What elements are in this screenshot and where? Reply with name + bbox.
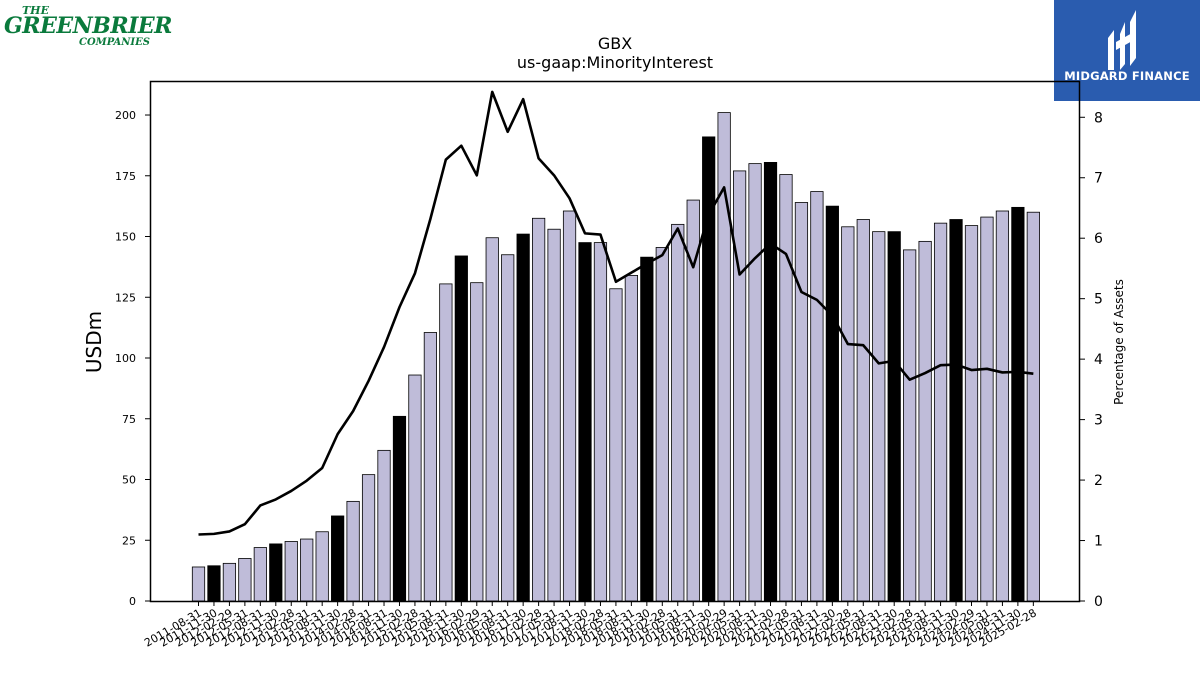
bar: [933, 222, 948, 602]
plot-frame: [149, 80, 1081, 603]
y-tick-label: 50: [122, 474, 136, 487]
logo-brand-name: MIDGARD FINANCE: [1064, 69, 1190, 83]
greenbrier-logo: THE GREENBRIER COMPANIES: [4, 4, 172, 50]
bar: [516, 233, 530, 602]
bar: [980, 216, 994, 602]
y-tick-label: 175: [115, 170, 136, 183]
bar: [717, 112, 731, 602]
bar: [222, 562, 237, 602]
bar: [964, 225, 979, 602]
logo-line-2: GREENBRIER: [4, 13, 172, 39]
y2-tick-label: 1: [1094, 534, 1103, 550]
bar: [949, 219, 963, 602]
bar: [300, 538, 314, 602]
x-axis: 2011-08-312011-11-302012-02-292012-05-31…: [142, 601, 1039, 650]
logo-line-3: COMPANIES: [79, 37, 150, 48]
y-tick-label: 25: [122, 534, 136, 547]
bar: [655, 247, 669, 602]
bar: [887, 231, 901, 602]
bar: [748, 163, 762, 602]
bar: [903, 249, 917, 602]
y2-tick-label: 2: [1094, 473, 1103, 489]
bar: [1011, 206, 1025, 602]
y2-tick-label: 0: [1094, 594, 1103, 610]
chart-title: GBX: [598, 34, 632, 53]
bar: [454, 255, 468, 602]
bar: [501, 254, 515, 602]
bar: [269, 543, 283, 602]
y2-tick-label: 5: [1094, 292, 1103, 308]
bar: [377, 449, 391, 602]
y-axis-label: USDm: [82, 311, 106, 373]
bar: [439, 283, 453, 602]
bar: [547, 228, 561, 602]
y-tick-label: 0: [129, 595, 136, 608]
chart-subtitle: us-gaap:MinorityInterest: [517, 53, 713, 72]
bar: [825, 205, 839, 602]
bar: [686, 199, 700, 602]
bar: [423, 332, 438, 602]
y-axis-left: 0 25 50 75 100 125 150 175 200: [115, 109, 150, 608]
bar: [1026, 211, 1040, 602]
bar: [763, 161, 778, 602]
bar: [253, 547, 267, 602]
bar: [562, 210, 577, 602]
y2-tick-label: 4: [1094, 352, 1103, 368]
bar: [346, 500, 360, 602]
bar: [191, 566, 206, 602]
bar: [284, 541, 298, 602]
bar: [593, 242, 608, 602]
bar: [733, 170, 747, 602]
bar: [810, 191, 824, 602]
bar: [207, 565, 221, 602]
bar: [624, 274, 638, 602]
bar: [640, 256, 654, 602]
bar-series: [191, 112, 1040, 602]
bar: [315, 531, 329, 602]
percent-assets-line: [198, 90, 1034, 536]
midgard-finance-logo: MIDGARD FINANCE: [1054, 0, 1200, 101]
bar: [841, 226, 855, 602]
midgard-emblem-icon: [1108, 10, 1136, 70]
bar: [779, 174, 793, 602]
y2-tick-label: 8: [1094, 110, 1103, 126]
y-tick-label: 125: [115, 291, 136, 304]
y-tick-label: 150: [115, 231, 136, 244]
bar: [392, 415, 407, 602]
bar: [609, 288, 623, 602]
bar: [238, 558, 252, 602]
bar: [470, 282, 484, 602]
y-tick-label: 200: [115, 109, 136, 122]
bar: [331, 515, 345, 602]
y2-tick-label: 3: [1094, 413, 1103, 429]
bar: [671, 223, 685, 602]
bar: [995, 210, 1010, 602]
y2-tick-label: 7: [1094, 171, 1103, 187]
y-axis-right: 0 1 2 3 4 5 6 7 8: [1080, 110, 1103, 610]
y-tick-label: 75: [122, 413, 136, 426]
bar: [485, 237, 499, 602]
y2-axis-label: Percentage of Assets: [1112, 279, 1126, 405]
logo-line-1: THE: [22, 4, 49, 17]
bar: [532, 217, 546, 602]
bar: [918, 240, 932, 602]
bar: [578, 242, 592, 602]
bar: [856, 219, 870, 602]
bar: [361, 474, 376, 602]
bar: [872, 231, 886, 602]
bar: [794, 202, 809, 602]
y2-tick-label: 6: [1094, 231, 1103, 247]
y-tick-label: 100: [115, 352, 136, 365]
bar: [408, 374, 422, 602]
